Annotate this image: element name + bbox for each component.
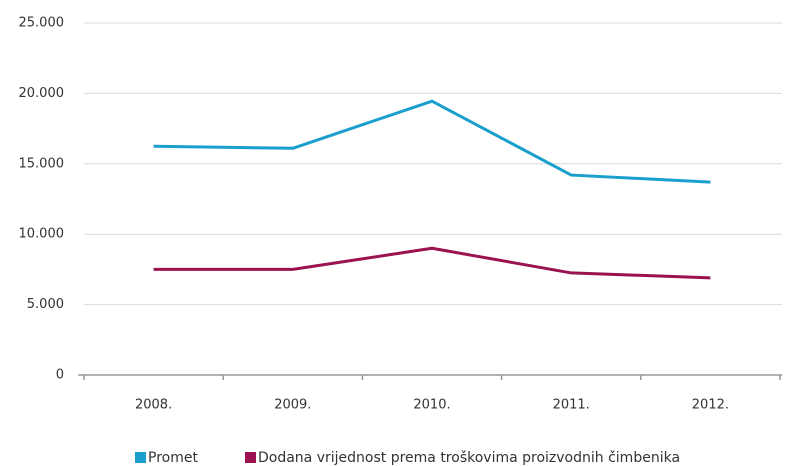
- legend-swatch: [135, 452, 146, 463]
- y-tick-label: 25.000: [19, 16, 65, 31]
- y-tick-label: 0: [56, 368, 64, 383]
- series-line: [153, 99, 711, 184]
- series-line: [153, 246, 711, 280]
- legend-label: Promet: [148, 450, 198, 466]
- x-tick-label: 2010.: [413, 398, 450, 413]
- x-tick-label: 2012.: [692, 398, 729, 413]
- y-tick-label: 20.000: [19, 86, 65, 101]
- y-tick-label: 10.000: [19, 227, 65, 242]
- legend-label: Dodana vrijednost prema troškovima proiz…: [258, 450, 680, 466]
- y-tick-label: 15.000: [19, 156, 65, 171]
- legend-swatch: [245, 452, 256, 463]
- x-tick-label: 2011.: [553, 398, 590, 413]
- x-tick-label: 2009.: [274, 398, 311, 413]
- x-tick-label: 2008.: [135, 398, 172, 413]
- y-tick-label: 5.000: [27, 297, 64, 312]
